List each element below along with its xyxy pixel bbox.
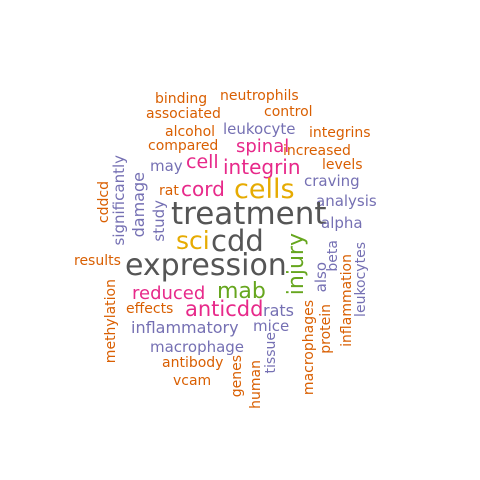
word-cdd: cdd: [211, 224, 264, 258]
word-cddcd: cddcd: [96, 181, 112, 224]
word-tissue: tissue: [263, 332, 279, 374]
word-mice: mice: [253, 317, 290, 335]
word-spinal: spinal: [236, 136, 290, 157]
word-human: human: [248, 360, 264, 409]
word-cells: cells: [234, 174, 295, 205]
word-craving: craving: [304, 172, 360, 190]
word-levels: levels: [322, 157, 363, 173]
word-beta: beta: [325, 240, 341, 272]
word-alpha: alpha: [321, 214, 363, 232]
word-inflammatory: inflammatory: [131, 318, 239, 337]
word-antibody: antibody: [162, 355, 224, 371]
word-compared: compared: [148, 138, 219, 154]
word-binding: binding: [155, 91, 208, 107]
word-significantly: significantly: [110, 155, 128, 246]
word-cord: cord: [181, 177, 225, 201]
word-integrins: integrins: [309, 125, 371, 141]
word-macrophages: macrophages: [301, 300, 317, 396]
word-may: may: [150, 157, 183, 175]
word-genes: genes: [229, 355, 245, 398]
word-analysis: analysis: [316, 192, 377, 210]
word-cell: cell: [186, 151, 219, 173]
word-injury: injury: [284, 233, 309, 296]
word-reduced: reduced: [132, 283, 206, 304]
word-protein: protein: [318, 304, 334, 354]
word-alcohol: alcohol: [165, 124, 216, 140]
word-associated: associated: [146, 106, 221, 122]
word-increased: increased: [283, 143, 351, 159]
word-results: results: [74, 253, 121, 269]
word-anticdd: anticdd: [185, 297, 264, 321]
word-treatment: treatment: [171, 196, 327, 232]
word-methylation: methylation: [103, 279, 119, 364]
word-integrin: integrin: [223, 155, 301, 179]
word-inflammation: inflammation: [339, 254, 355, 347]
word-rat: rat: [159, 183, 179, 199]
word-study: study: [150, 200, 168, 242]
word-expression: expression: [125, 248, 287, 283]
word-sci: sci: [176, 226, 210, 255]
word-damage: damage: [129, 172, 148, 238]
word-macrophage: macrophage: [150, 338, 245, 356]
word-mab: mab: [217, 279, 266, 304]
word-control: control: [264, 104, 313, 120]
word-neutrophils: neutrophils: [220, 88, 299, 104]
word-leukocytes: leukocytes: [353, 242, 369, 317]
word-effects: effects: [126, 301, 174, 317]
word-rats: rats: [263, 301, 294, 320]
word-leukocyte: leukocyte: [223, 120, 296, 138]
word-vcam: vcam: [173, 373, 212, 389]
